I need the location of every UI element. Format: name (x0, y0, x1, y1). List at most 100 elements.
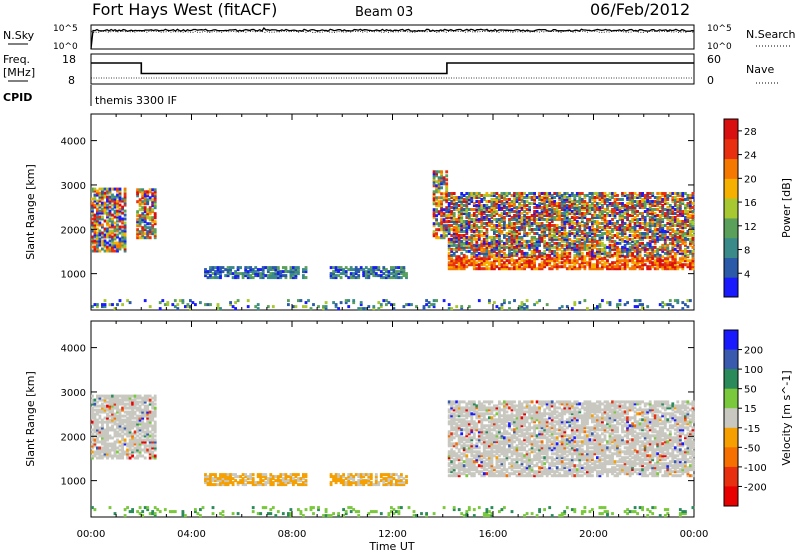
data-cell (234, 307, 237, 310)
data-cell (671, 228, 674, 231)
data-cell (340, 266, 343, 269)
data-cell (279, 473, 282, 476)
data-cell (116, 423, 119, 426)
data-cell (101, 208, 104, 211)
data-cell (578, 192, 581, 195)
data-cell (450, 254, 453, 257)
data-cell (199, 301, 202, 304)
data-cell (119, 441, 122, 444)
data-cell (463, 234, 466, 237)
data-cell (435, 170, 438, 173)
data-cell (450, 200, 453, 203)
data-cell (687, 263, 690, 266)
data-cell (91, 250, 94, 253)
data-cell (475, 224, 478, 227)
data-cell (553, 242, 556, 245)
data-cell (546, 192, 549, 195)
data-cell (594, 192, 597, 195)
data-cell (405, 475, 408, 478)
data-cell (483, 194, 486, 197)
data-cell (104, 417, 107, 420)
data-cell (536, 222, 539, 225)
data-cell (124, 188, 127, 191)
data-cell (465, 265, 468, 268)
data-cell (614, 198, 617, 201)
data-cell (227, 473, 230, 476)
data-cell (541, 192, 544, 195)
data-cell (300, 483, 303, 486)
data-cell (435, 214, 438, 217)
data-cell (149, 305, 152, 308)
data-cell (692, 206, 695, 209)
data-cell (385, 477, 388, 480)
data-cell (468, 259, 471, 262)
data-cell (382, 266, 385, 269)
data-cell (111, 218, 114, 221)
data-cell (676, 192, 679, 195)
data-cell (232, 272, 235, 275)
data-cell (109, 240, 112, 243)
data-cell (506, 206, 509, 209)
data-cell (503, 234, 506, 237)
data-cell (425, 303, 428, 306)
data-cell (448, 307, 451, 310)
frequency-series (91, 63, 694, 74)
data-cell (131, 421, 134, 424)
data-cell (96, 401, 99, 404)
data-cell (486, 192, 489, 195)
noise-tick-right-bottom: 10^0 (707, 42, 732, 52)
data-cell (508, 236, 511, 239)
data-cell (684, 216, 687, 219)
data-cell (104, 192, 107, 195)
data-cell (664, 252, 667, 255)
data-cell (302, 274, 305, 277)
data-cell (609, 244, 612, 247)
data-cell (506, 254, 509, 257)
data-cell (664, 224, 667, 227)
data-cell (606, 301, 609, 304)
data-cell (129, 457, 132, 460)
data-cell (109, 443, 112, 446)
data-cell (614, 261, 617, 264)
data-cell (538, 263, 541, 266)
data-cell (116, 447, 119, 450)
data-cell (636, 210, 639, 213)
data-cell (629, 214, 632, 217)
data-cell (400, 473, 403, 476)
data-cell (345, 270, 348, 273)
data-cell (558, 242, 561, 245)
data-cell (616, 194, 619, 197)
data-cell (676, 261, 679, 264)
data-cell (631, 244, 634, 247)
data-cell (136, 200, 139, 203)
data-cell (380, 274, 383, 277)
data-cell (116, 242, 119, 245)
data-cell (295, 479, 298, 482)
data-cell (669, 261, 672, 264)
data-cell (350, 481, 353, 484)
data-cell (116, 451, 119, 454)
data-cell (551, 265, 554, 268)
data-cell (295, 305, 298, 308)
data-cell (493, 254, 496, 257)
data-cell (634, 299, 637, 302)
data-cell (141, 206, 144, 209)
data-cell (99, 409, 102, 412)
data-cell (435, 184, 438, 187)
data-cell (473, 192, 476, 195)
data-cell (214, 270, 217, 273)
data-cell (566, 252, 569, 255)
data-cell (511, 263, 514, 266)
data-cell (297, 266, 300, 269)
data-cell (154, 439, 157, 442)
data-cell (671, 192, 674, 195)
data-cell (377, 301, 380, 304)
data-cell (536, 238, 539, 241)
data-cell (448, 220, 451, 223)
data-cell (149, 399, 152, 402)
data-cell (99, 188, 102, 191)
data-cell (571, 220, 574, 223)
data-cell (581, 212, 584, 215)
data-cell (596, 192, 599, 195)
nave-tick-bottom: 0 (707, 74, 714, 87)
